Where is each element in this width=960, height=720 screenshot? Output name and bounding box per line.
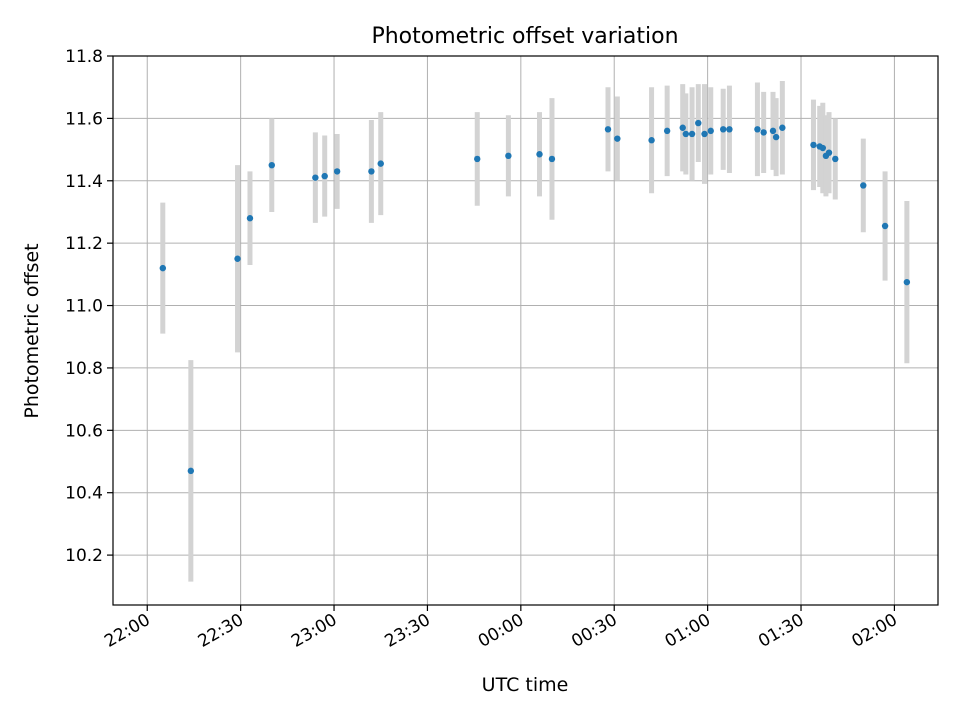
data-point <box>614 135 621 142</box>
data-point <box>881 222 889 230</box>
data-point <box>860 182 867 189</box>
y-tick-label: 11.8 <box>65 47 103 67</box>
data-points <box>159 119 911 475</box>
data-point <box>819 144 827 152</box>
data-point <box>726 126 733 133</box>
data-point <box>779 124 786 131</box>
data-point <box>536 151 543 158</box>
x-tick-label: 02:00 <box>848 610 900 652</box>
data-point <box>268 161 275 169</box>
y-tick-label: 10.4 <box>65 484 103 504</box>
data-point <box>377 160 384 167</box>
data-point <box>321 172 328 180</box>
data-point <box>679 124 686 131</box>
y-tick-label: 11.0 <box>65 297 103 317</box>
x-axis-label: UTC time <box>482 674 569 696</box>
data-point <box>695 119 702 127</box>
y-tick-label: 10.2 <box>65 546 103 566</box>
y-tick-label: 10.6 <box>65 421 103 441</box>
x-tick-label: 23:30 <box>381 610 433 652</box>
data-point <box>772 133 780 141</box>
data-point <box>312 174 319 181</box>
data-point <box>474 155 481 163</box>
y-tick-label: 11.2 <box>65 234 103 254</box>
data-point <box>754 126 761 133</box>
y-tick-label: 11.4 <box>65 172 103 192</box>
x-tick-label: 01:30 <box>755 610 807 652</box>
y-axis-label: Photometric offset <box>21 243 43 418</box>
x-tick-label: 00:00 <box>475 610 527 652</box>
data-point <box>832 155 839 163</box>
data-point <box>701 130 708 138</box>
data-point <box>234 255 241 262</box>
plot-frame <box>112 55 939 606</box>
data-point <box>825 149 833 156</box>
data-point <box>246 215 254 222</box>
data-point <box>810 141 817 149</box>
chart-title: Photometric offset variation <box>371 24 678 49</box>
y-tick-label: 10.8 <box>65 359 103 379</box>
error-bars <box>160 80 910 582</box>
data-point <box>707 127 714 135</box>
data-point <box>159 264 167 272</box>
data-point <box>682 130 690 138</box>
x-tick-label: 23:00 <box>288 610 340 652</box>
y-axis-ticks: 10.2 10.4 10.6 10.8 11.0 11.2 11.4 11.6 11.8 <box>65 47 113 566</box>
data-point <box>368 168 375 175</box>
data-point <box>663 127 671 135</box>
data-point <box>719 126 727 133</box>
data-point <box>688 130 696 138</box>
data-point <box>505 152 512 160</box>
data-point <box>604 126 612 133</box>
data-point <box>333 168 341 175</box>
x-tick-label: 01:00 <box>662 610 714 652</box>
x-tick-label: 22:30 <box>195 610 247 652</box>
data-point <box>187 467 195 475</box>
data-point <box>648 137 655 144</box>
y-tick-label: 11.6 <box>65 109 103 129</box>
data-point <box>548 155 556 163</box>
data-point <box>903 278 911 286</box>
x-tick-label: 00:30 <box>568 610 620 652</box>
x-tick-label: 22:00 <box>101 610 153 652</box>
data-point <box>760 129 767 136</box>
x-axis-ticks: 22:00 22:30 23:00 23:30 00:00 00:30 01:00 01:30… <box>101 605 901 652</box>
data-point <box>769 127 777 135</box>
